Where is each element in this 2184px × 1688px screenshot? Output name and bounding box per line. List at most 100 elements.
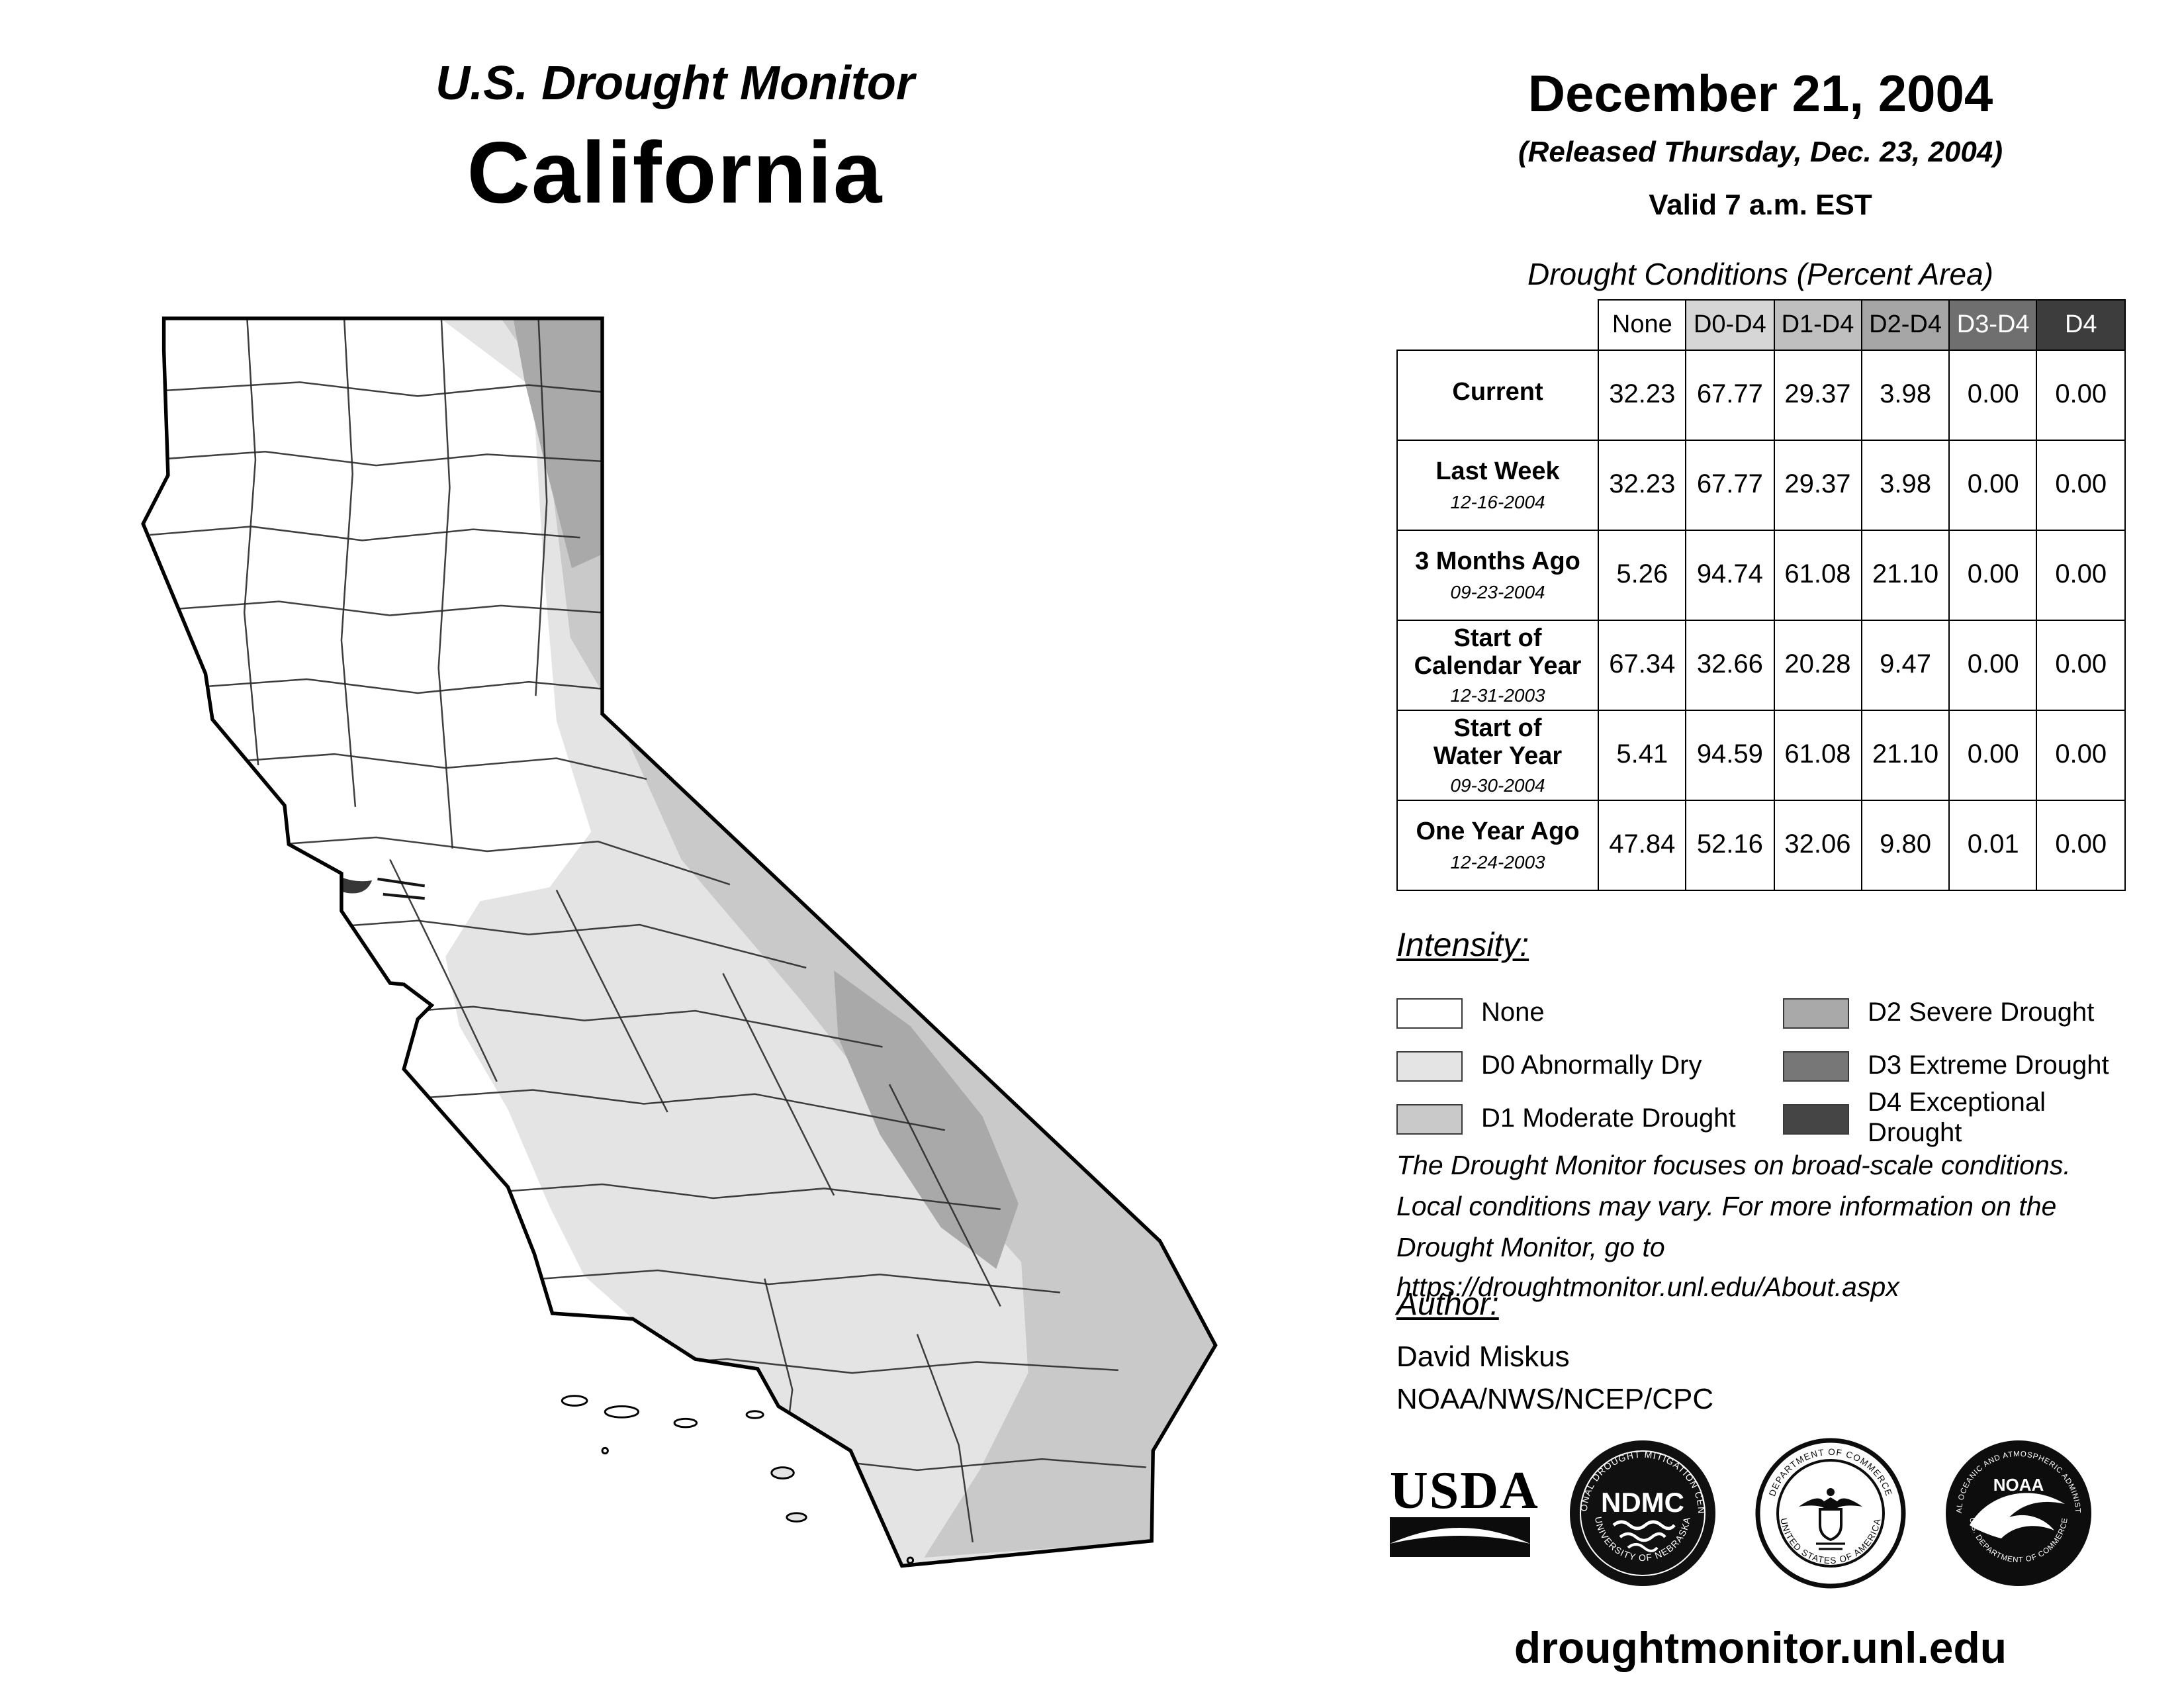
disclaimer-line: Local conditions may vary. For more info… — [1396, 1191, 2057, 1222]
cell: 0.00 — [1948, 350, 2038, 441]
legend-grid: None D0 Abnormally Dry D1 Moderate Droug… — [1396, 986, 2138, 1148]
col-header-d2d4: D2-D4 — [1860, 299, 1950, 351]
state-outline — [141, 316, 1218, 1568]
released-date: (Released Thursday, Dec. 23, 2004) — [1518, 135, 2003, 168]
intensity-legend: Intensity: None D0 Abnormally Dry D1 Mod… — [1396, 927, 2138, 1148]
map-region-d1 — [491, 318, 1216, 1558]
row-label: Last Week 12-16-2004 — [1396, 440, 1599, 531]
title-block: U.S. Drought Monitor California — [172, 56, 1178, 222]
row-label: 3 Months Ago 09-23-2004 — [1396, 530, 1599, 621]
legend-title: Intensity: — [1396, 927, 1529, 964]
map-region-d2-east — [834, 970, 1019, 1269]
cell: 0.00 — [1948, 710, 2038, 801]
d2-swatch — [1783, 998, 1849, 1028]
usda-logo-bar — [1390, 1517, 1530, 1556]
noaa-logo-text: NOAA — [1993, 1475, 2044, 1495]
none-swatch — [1396, 998, 1463, 1028]
legend-item-d1: D1 Moderate Drought — [1396, 1103, 1783, 1134]
table-title: Drought Conditions (Percent Area) — [1527, 257, 1993, 291]
usda-logo: USDA — [1390, 1460, 1539, 1563]
ndmc-logo: NATIONAL DROUGHT MITIGATION CENTER UNIVE… — [1567, 1438, 1715, 1586]
disclaimer-line: Drought Monitor, go to https://droughtmo… — [1396, 1232, 1899, 1303]
author-block: Author: David Miskus NOAA/NWS/NCEP/CPC — [1396, 1287, 1713, 1417]
cell: 47.84 — [1597, 800, 1687, 891]
ndmc-logo-text: NDMC — [1601, 1487, 1684, 1518]
table-row-start-calendar-year: Start of Calendar Year 12-31-2003 67.34 … — [1396, 620, 2126, 711]
col-header-d3d4: D3-D4 — [1948, 299, 2038, 351]
cell: 0.00 — [2036, 800, 2126, 891]
cell: 32.23 — [1597, 350, 1687, 441]
cell: 61.08 — [1773, 710, 1862, 801]
cell: 0.01 — [1948, 800, 2038, 891]
county-boundaries — [150, 318, 1146, 1543]
row-label: Current — [1396, 350, 1599, 441]
row-label: Start of Calendar Year 12-31-2003 — [1396, 620, 1599, 711]
logos-row: USDA NATIONAL DROUGHT MITIGATION CENTER … — [1390, 1438, 2094, 1589]
disclaimer-line: The Drought Monitor focuses on broad-sca… — [1396, 1150, 2071, 1181]
legend-item-d2: D2 Severe Drought — [1783, 998, 2130, 1028]
date-block: December 21, 2004 (Released Thursday, De… — [1396, 66, 2124, 222]
cell: 20.28 — [1773, 620, 1862, 711]
author-title: Author: — [1396, 1287, 1499, 1323]
legend-item-d4: D4 Exceptional Drought — [1783, 1088, 2130, 1149]
map-region-d2-northeast — [510, 318, 603, 569]
table-row-current: Current 32.23 67.77 29.37 3.98 0.00 0.00 — [1396, 350, 2126, 441]
col-header-d0d4: D0-D4 — [1685, 299, 1775, 351]
cell: 67.77 — [1685, 350, 1775, 441]
disclaimer: The Drought Monitor focuses on broad-sca… — [1396, 1147, 2164, 1309]
cell: 61.08 — [1773, 530, 1862, 621]
cell: 21.10 — [1860, 530, 1950, 621]
cell: 67.34 — [1597, 620, 1687, 711]
legend-item-d3: D3 Extreme Drought — [1783, 1051, 2130, 1081]
col-header-d4: D4 — [2036, 299, 2126, 351]
row-label: One Year Ago 12-24-2003 — [1396, 800, 1599, 891]
california-map — [132, 305, 1244, 1609]
noaa-bird-icon — [1970, 1493, 2065, 1538]
table-row-last-week: Last Week 12-16-2004 32.23 67.77 29.37 3… — [1396, 440, 2126, 531]
footer-url: droughtmonitor.unl.edu — [1514, 1623, 2007, 1672]
map-date: December 21, 2004 — [1527, 66, 1993, 123]
d3-swatch — [1783, 1051, 1849, 1081]
cell: 94.74 — [1685, 530, 1775, 621]
monitor-title: U.S. Drought Monitor — [435, 56, 915, 110]
cell: 9.80 — [1860, 800, 1950, 891]
legend-item-none: None — [1396, 998, 1783, 1028]
cell: 3.98 — [1860, 350, 1950, 441]
cell: 29.37 — [1773, 350, 1862, 441]
table-header-row: None D0-D4 D1-D4 D2-D4 D3-D4 D4 — [1397, 299, 2126, 351]
usda-logo-text: USDA — [1390, 1460, 1539, 1519]
channel-islands — [561, 1395, 915, 1564]
doc-logo: DEPARTMENT OF COMMERCE UNITED STATES OF … — [1755, 1438, 1906, 1589]
cell: 9.47 — [1860, 620, 1950, 711]
cell: 0.00 — [2036, 620, 2126, 711]
cell: 0.00 — [2036, 710, 2126, 801]
doc-eagle-emblem — [1799, 1488, 1862, 1550]
california-map-svg — [141, 316, 1218, 1568]
d4-swatch — [1783, 1103, 1849, 1134]
cell: 5.41 — [1597, 710, 1687, 801]
d0-swatch — [1396, 1051, 1463, 1081]
cell: 0.00 — [1948, 530, 2038, 621]
noaa-logo: NATIONAL OCEANIC AND ATMOSPHERIC ADMINIS… — [1943, 1438, 2091, 1586]
cell: 0.00 — [2036, 440, 2126, 531]
cell: 94.59 — [1685, 710, 1775, 801]
author-org: NOAA/NWS/NCEP/CPC — [1396, 1382, 1714, 1415]
table-row-3-months-ago: 3 Months Ago 09-23-2004 5.26 94.74 61.08… — [1396, 530, 2126, 621]
author-name: David Miskus — [1396, 1340, 1570, 1373]
cell: 52.16 — [1685, 800, 1775, 891]
cell: 5.26 — [1597, 530, 1687, 621]
row-label: Start of Water Year 09-30-2004 — [1396, 710, 1599, 801]
cell: 3.98 — [1860, 440, 1950, 531]
cell: 0.00 — [2036, 530, 2126, 621]
legend-item-d0: D0 Abnormally Dry — [1396, 1051, 1783, 1081]
cell: 32.66 — [1685, 620, 1775, 711]
d1-swatch — [1396, 1103, 1463, 1134]
cell: 29.37 — [1773, 440, 1862, 531]
cell: 0.00 — [1948, 620, 2038, 711]
cell: 0.00 — [1948, 440, 2038, 531]
table-row-start-water-year: Start of Water Year 09-30-2004 5.41 94.5… — [1396, 710, 2126, 801]
table-row-one-year-ago: One Year Ago 12-24-2003 47.84 52.16 32.0… — [1396, 800, 2126, 891]
col-header-none: None — [1597, 299, 1687, 351]
valid-time: Valid 7 a.m. EST — [1649, 188, 1872, 221]
